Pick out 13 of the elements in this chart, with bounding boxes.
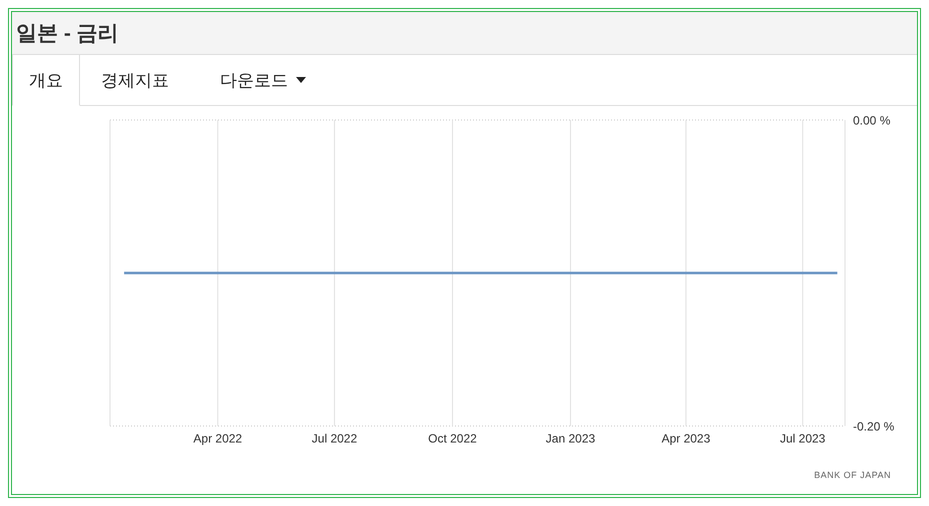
text: BANK OF JAPAN [814, 470, 891, 480]
x-tick-label: Apr 2022 [193, 432, 242, 446]
x-tick-label: Jan 2023 [546, 432, 596, 446]
x-tick-label: Jul 2023 [780, 432, 826, 446]
x-tick-label: Apr 2023 [662, 432, 711, 446]
y-tick-label: -0.20 % [853, 419, 895, 434]
chart-title: 일본 - 금리 [12, 12, 917, 55]
text: 경제지표 [100, 70, 170, 92]
text: 개요 [12, 54, 80, 106]
text: 다운로드 [220, 70, 289, 92]
x-tick-label: Jul 2022 [312, 432, 358, 446]
y-tick-label: 0.00 % [853, 113, 891, 128]
x-tick-label: Oct 2022 [428, 432, 478, 446]
